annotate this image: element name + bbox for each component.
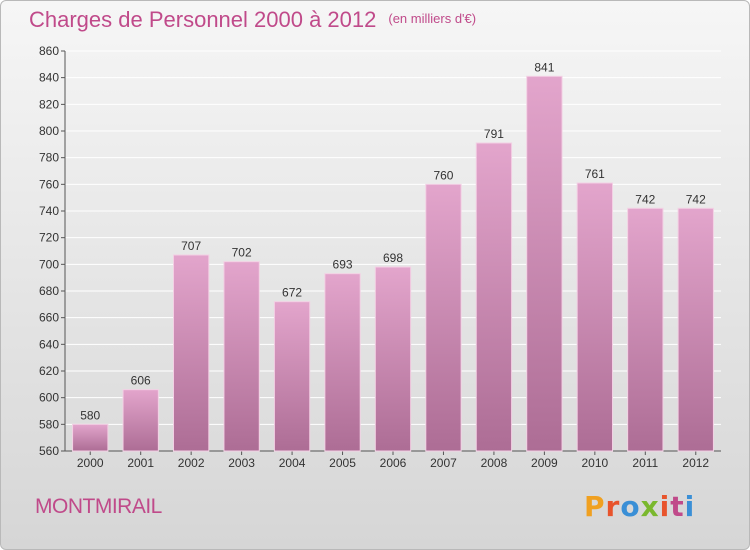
- bar-2007: [425, 183, 462, 452]
- y-tick-label: 820: [39, 97, 59, 111]
- x-tick-label-2008: 2008: [481, 456, 508, 470]
- y-tick-label: 700: [39, 257, 59, 271]
- bar-2004: [273, 301, 311, 452]
- x-tick-label-2000: 2000: [77, 456, 104, 470]
- value-label-2010: 761: [585, 167, 605, 181]
- value-label-2000: 580: [80, 408, 100, 422]
- y-tick-label: 780: [39, 151, 59, 165]
- chart-title: Charges de Personnel 2000 à 2012 (en mill…: [29, 7, 476, 33]
- logo-letter: i: [684, 490, 696, 523]
- bar-2008: [475, 142, 513, 452]
- x-tick-label-2004: 2004: [279, 456, 306, 470]
- y-tick-label: 760: [39, 177, 59, 191]
- x-tick-label-2002: 2002: [178, 456, 205, 470]
- y-tick-label: 680: [39, 284, 59, 298]
- chart-title-text: Charges de Personnel 2000 à 2012: [29, 7, 377, 32]
- bar-2002: [172, 254, 210, 452]
- y-tick-label: 860: [39, 44, 59, 58]
- logo-letter: i: [659, 490, 671, 523]
- proxiti-logo[interactable]: Proxiti: [584, 490, 695, 523]
- value-label-2006: 698: [383, 251, 403, 265]
- bar-2009: [526, 75, 563, 452]
- value-label-2011: 742: [635, 192, 655, 206]
- x-tick-label-2012: 2012: [682, 456, 709, 470]
- chart-unit: (en milliers d'€): [388, 11, 477, 26]
- logo-letter: P: [584, 490, 606, 523]
- commune-name: MONTMIRAIL: [35, 495, 162, 518]
- x-tick-label-2009: 2009: [531, 456, 558, 470]
- x-tick-label-2011: 2011: [632, 456, 658, 470]
- bar-2005: [324, 273, 361, 452]
- x-tick-label-2007: 2007: [430, 456, 457, 470]
- bar-2001: [122, 389, 159, 452]
- x-tick-label-2010: 2010: [581, 456, 608, 470]
- y-tick-label: 800: [39, 124, 59, 138]
- value-label-2009: 841: [534, 60, 554, 74]
- value-label-2001: 606: [131, 374, 151, 388]
- value-label-2008: 791: [484, 127, 504, 141]
- value-label-2005: 693: [333, 258, 353, 272]
- value-label-2003: 702: [232, 246, 252, 260]
- y-tick-label: 840: [39, 71, 59, 85]
- data-labels: 580 2000 606 2001 707 2002 702 2003 672 2004 693 20…: [77, 60, 710, 470]
- bar-2012: [677, 207, 714, 452]
- logo-letter: r: [605, 490, 621, 523]
- bar-2000: [72, 423, 109, 452]
- y-tick-label: 740: [39, 204, 59, 218]
- value-label-2007: 760: [433, 168, 453, 182]
- bar-2006: [374, 266, 412, 452]
- y-tick-label: 720: [39, 231, 59, 245]
- bar-2003: [223, 261, 260, 452]
- x-tick-label-2005: 2005: [329, 456, 356, 470]
- bar-2010: [576, 182, 614, 452]
- x-tick-label-2006: 2006: [380, 456, 407, 470]
- value-label-2002: 707: [181, 239, 201, 253]
- y-tick-label: 640: [39, 337, 59, 351]
- bars: [72, 75, 714, 452]
- y-tick-label: 580: [39, 417, 59, 431]
- y-tick-label: 600: [39, 391, 59, 405]
- x-tick-label-2001: 2001: [127, 456, 154, 470]
- bar-2011: [627, 207, 664, 452]
- y-tick-label: 560: [39, 444, 59, 458]
- y-tick-label: 620: [39, 364, 59, 378]
- value-label-2012: 742: [686, 192, 706, 206]
- logo-letter: t: [670, 490, 685, 523]
- logo-letter: x: [640, 490, 660, 523]
- value-label-2004: 672: [282, 286, 302, 300]
- y-tick-label: 660: [39, 311, 59, 325]
- x-tick-label-2003: 2003: [228, 456, 255, 470]
- logo-letter: o: [620, 490, 641, 523]
